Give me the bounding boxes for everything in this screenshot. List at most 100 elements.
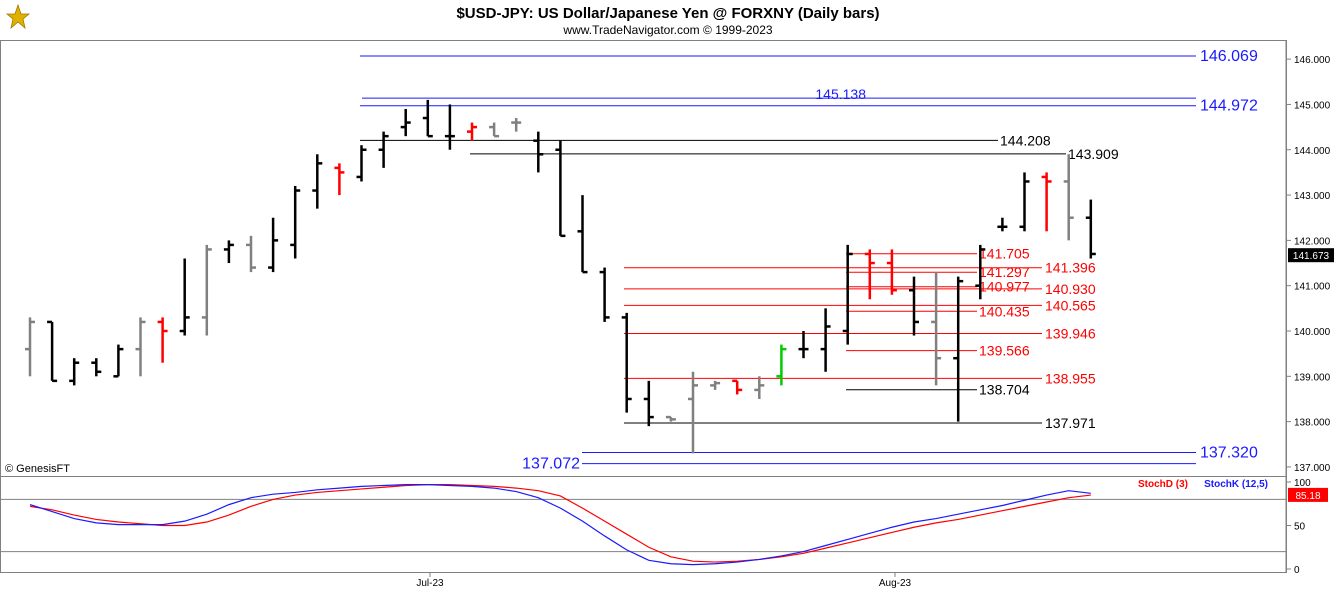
ohlc-bar bbox=[69, 358, 80, 386]
copyright-label: © GenesisFT bbox=[5, 463, 70, 475]
ohlc-bar bbox=[422, 99, 433, 138]
level-label: 140.930 bbox=[1045, 281, 1096, 297]
last-price-marker: 141.673 bbox=[1288, 248, 1334, 263]
price-tick-label: 144.000 bbox=[1294, 146, 1331, 157]
level-label: 143.909 bbox=[1068, 146, 1119, 162]
stoch-tick-label: 0 bbox=[1294, 565, 1300, 576]
ohlc-bar bbox=[511, 118, 522, 132]
ohlc-bar bbox=[909, 276, 919, 336]
price-tick-label: 141.000 bbox=[1294, 282, 1331, 293]
ohlc-bar bbox=[842, 244, 853, 345]
stoch-legend: StochD (3) StochK (12,5) bbox=[1138, 479, 1268, 490]
x-tick-label: Aug-23 bbox=[879, 578, 912, 589]
stoch-grid bbox=[1, 498, 1286, 553]
ohlc-bar bbox=[599, 267, 610, 322]
ohlc-bar bbox=[997, 217, 1008, 232]
ohlc-bar bbox=[290, 186, 301, 259]
ohlc-bar bbox=[378, 131, 389, 168]
level-label: 141.705 bbox=[979, 246, 1030, 262]
stoch-tick-label: 50 bbox=[1294, 522, 1306, 533]
ohlc-bar bbox=[798, 331, 809, 359]
level-label: 138.704 bbox=[979, 382, 1030, 398]
price-tick-label: 137.000 bbox=[1294, 463, 1331, 474]
ohlc-bar bbox=[710, 380, 721, 390]
ohlc-bar bbox=[91, 358, 102, 377]
ohlc-bar bbox=[931, 272, 942, 386]
price-tick-label: 142.000 bbox=[1294, 236, 1331, 247]
ohlc-bar bbox=[886, 249, 897, 295]
ohlc-bar bbox=[157, 317, 168, 363]
ohlc-bar bbox=[555, 140, 566, 238]
ohlc-bar bbox=[334, 163, 345, 196]
legend-stochd: StochD (3) bbox=[1138, 479, 1188, 490]
level-label: 141.297 bbox=[979, 264, 1030, 280]
ohlc-bar bbox=[312, 154, 323, 209]
level-label: 137.971 bbox=[1045, 415, 1096, 431]
stoch-series-line bbox=[29, 484, 1091, 566]
stoch-lines bbox=[29, 484, 1091, 566]
ohlc-bar bbox=[665, 415, 676, 422]
level-label: 137.320 bbox=[1200, 444, 1258, 461]
stoch-last-box bbox=[1288, 487, 1328, 502]
level-label: 140.435 bbox=[979, 303, 1030, 319]
last-price-label: 141.673 bbox=[1293, 251, 1330, 262]
ohlc-bar bbox=[356, 145, 367, 182]
stoch-series-line bbox=[29, 484, 1091, 563]
ohlc-bar bbox=[489, 122, 500, 138]
ohlc-bar bbox=[135, 317, 146, 377]
ohlc-bar bbox=[1041, 172, 1052, 232]
level-label: 138.955 bbox=[1045, 370, 1096, 386]
level-label: 139.566 bbox=[979, 343, 1030, 359]
ohlc-bar bbox=[467, 122, 477, 141]
ohlc-bar bbox=[975, 244, 986, 300]
level-label: 144.972 bbox=[1200, 98, 1258, 115]
ohlc-bar bbox=[1019, 172, 1030, 232]
ohlc-bar bbox=[732, 379, 743, 395]
level-label: 139.946 bbox=[1045, 325, 1096, 341]
level-label: 137.072 bbox=[522, 456, 580, 473]
ohlc-bar bbox=[820, 308, 831, 372]
price-tick-label: 146.000 bbox=[1294, 55, 1331, 66]
price-tick-label: 143.000 bbox=[1294, 191, 1331, 202]
ohlc-bar bbox=[268, 217, 279, 273]
chart-subtitle: www.TradeNavigator.com © 1999-2023 bbox=[562, 23, 772, 37]
level-label: 144.208 bbox=[1000, 132, 1051, 148]
stoch-last-label: 85.18 bbox=[1295, 491, 1320, 502]
price-bars bbox=[25, 99, 1096, 454]
level-label: 141.396 bbox=[1045, 260, 1096, 276]
ohlc-bar bbox=[400, 108, 411, 137]
stoch-tick-label: 100 bbox=[1294, 478, 1311, 489]
level-label: 140.977 bbox=[979, 279, 1030, 295]
ohlc-bar bbox=[577, 195, 588, 274]
price-tick-label: 138.000 bbox=[1294, 418, 1331, 429]
ohlc-bar bbox=[533, 131, 544, 173]
level-label: 146.069 bbox=[1200, 48, 1258, 65]
ohlc-bar bbox=[25, 317, 35, 377]
x-axis: Jul-23 Aug-23 bbox=[416, 573, 912, 589]
ohlc-bar bbox=[47, 320, 58, 383]
last-price-box bbox=[1288, 248, 1334, 263]
ohlc-bar bbox=[201, 244, 212, 336]
price-tick-label: 139.000 bbox=[1294, 372, 1331, 383]
ohlc-bar bbox=[179, 258, 190, 336]
level-label: 140.565 bbox=[1045, 297, 1096, 313]
level-label: 145.138 bbox=[815, 86, 866, 102]
level-lines: 146.069 145.138 144.972 144.208 143.909 141.7… bbox=[360, 48, 1258, 473]
price-tick-label: 145.000 bbox=[1294, 100, 1331, 111]
ohlc-bar bbox=[754, 376, 765, 399]
stoch-axis: 0 50 100 85.18 bbox=[1286, 478, 1328, 576]
legend-stochk: StochK (12,5) bbox=[1204, 479, 1268, 490]
ohlc-bar bbox=[1085, 199, 1096, 259]
ohlc-bar bbox=[223, 240, 234, 264]
ohlc-bar bbox=[246, 235, 256, 273]
ohlc-bar bbox=[776, 344, 787, 386]
ohlc-bar bbox=[113, 344, 124, 378]
ohlc-bar bbox=[1063, 154, 1074, 241]
chart-title: $USD-JPY: US Dollar/Japanese Yen @ FORXN… bbox=[456, 5, 879, 22]
ohlc-bar bbox=[864, 249, 875, 300]
logo-icon bbox=[4, 3, 32, 31]
ohlc-bar bbox=[953, 276, 964, 422]
ohlc-bar bbox=[444, 104, 455, 150]
price-tick-label: 140.000 bbox=[1294, 327, 1331, 338]
